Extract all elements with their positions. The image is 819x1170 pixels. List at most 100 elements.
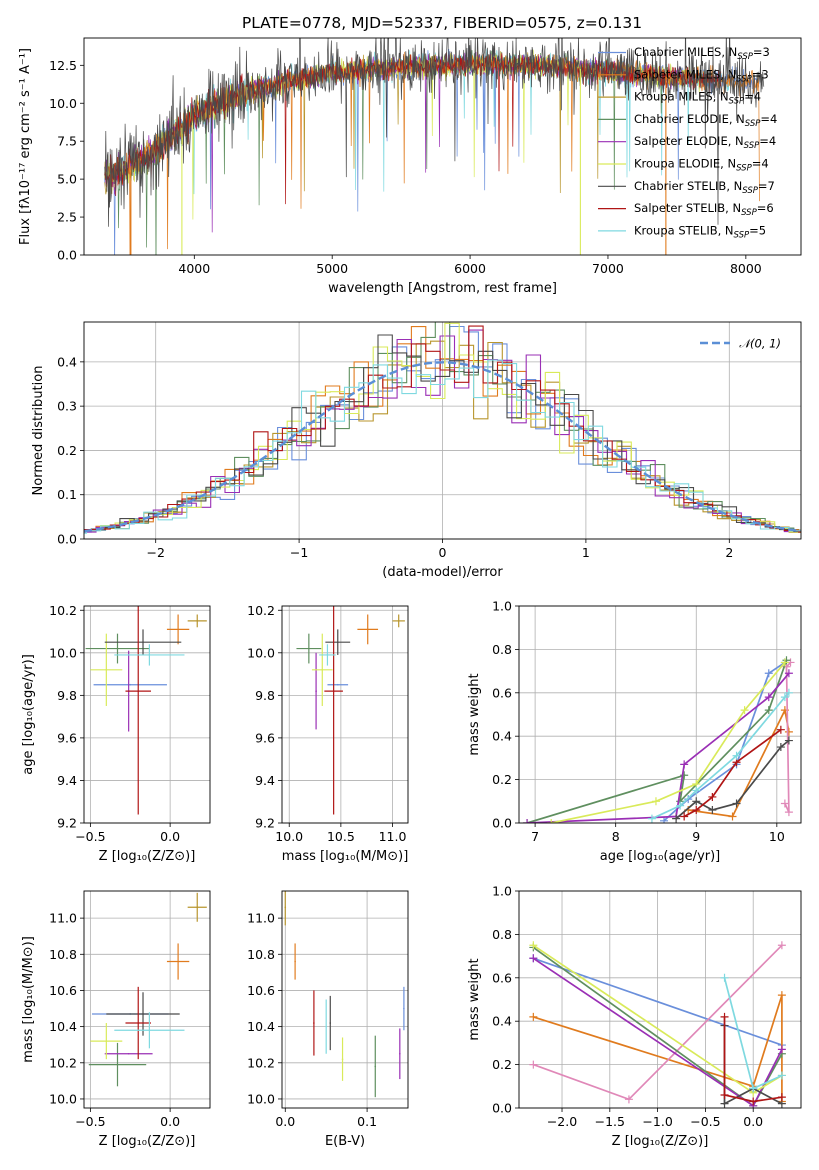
y-tick-label: 10.4	[49, 1019, 77, 1034]
y-tick-label: 0.4	[57, 354, 77, 369]
errorbar-point-1	[294, 960, 296, 963]
histogram-8	[84, 359, 801, 534]
weight-marker-5-0	[547, 819, 556, 823]
axes-frame	[281, 605, 409, 824]
axes-frame	[83, 890, 211, 1109]
errorbar-point-8	[326, 654, 329, 656]
weight-line-6	[675, 739, 790, 820]
x-tick-label: −1.0	[642, 1114, 672, 1129]
weight-line-2	[784, 661, 792, 813]
weight-marker-3-3	[764, 706, 773, 715]
weight-marker-4-0	[523, 819, 532, 823]
legend-entry-0: Chabrier MILES, NSSP=3	[634, 45, 770, 62]
weight-marker-8-0	[720, 973, 729, 982]
y-tick-label: 10.8	[247, 947, 275, 962]
weight-marker-4-2	[777, 1045, 786, 1054]
y-tick-label: 2.5	[57, 210, 77, 225]
weight-marker-7-0	[680, 812, 689, 821]
x-tick-label: 0	[439, 545, 447, 560]
errorbar-point-4	[399, 1052, 401, 1055]
age-vs-mass-panel: 10.0 10.5 11.0 9.2 9.4 9.6 9.8 10.0 10.2 mass [lo…	[247, 603, 409, 864]
y-tick-label: 10.2	[49, 603, 77, 618]
x-tick-label: 6000	[454, 261, 486, 276]
mass-weight-vs-Z-panel: −2.0 −1.5 −1.0 −0.5 0.0 0.0 0.2 0.4 0.6 0.8 1.0 Z […	[467, 884, 802, 1149]
y-tick-label: 9.4	[255, 773, 275, 788]
weight-marker-2-0	[529, 1060, 538, 1069]
y-tick-label: 10.2	[247, 1055, 275, 1070]
figure-title: PLATE=0778, MJD=52337, FIBERID=0575, z=0…	[242, 14, 642, 32]
plot-area	[284, 891, 405, 1098]
errorbar-point-8	[148, 654, 151, 656]
errorbar-point-4	[127, 1052, 130, 1055]
errorbar-point-1	[366, 628, 369, 631]
x-tick-label: 8000	[730, 261, 762, 276]
y-tick-label: 5.0	[57, 172, 77, 187]
weight-marker-8-0	[647, 814, 656, 823]
axes-frame	[518, 605, 802, 824]
errorbar-point-5	[105, 1040, 108, 1042]
y-axis-label: mass weight	[467, 673, 482, 755]
y-tick-label: 0.4	[492, 729, 512, 744]
weight-line-7	[723, 1016, 783, 1103]
y-tick-label: 0.2	[492, 1057, 512, 1072]
weight-marker-7-4	[776, 725, 785, 734]
x-tick-label: 0.0	[160, 829, 180, 844]
plot-area	[296, 606, 405, 815]
weight-marker-5-0	[529, 941, 538, 950]
weight-marker-2-1	[784, 808, 793, 817]
y-tick-label: 10.6	[247, 983, 275, 998]
errorbar-point-3	[116, 647, 119, 650]
weight-marker-4-4	[784, 669, 793, 678]
weight-marker-1-2	[777, 991, 786, 1000]
x-axis-label: Z [log₁₀(Z/Z⊙)]	[99, 849, 196, 864]
y-tick-label: 9.4	[57, 773, 77, 788]
spectrum-panel: 4000 5000 6000 7000 8000 0.0 2.5 5.0 7.5 10.0 12.5…	[18, 37, 802, 296]
y-tick-label: 0.3	[57, 399, 77, 414]
y-axis-label: Flux [fλ10⁻¹⁷ erg cm⁻² s⁻¹ A⁻¹]	[18, 48, 33, 245]
x-tick-label: 0.1	[357, 1114, 377, 1129]
spectrum-legend: Chabrier MILES, NSSP=3 Salpeter MILES, NS…	[598, 45, 777, 240]
axes-frame	[83, 605, 211, 824]
histogram-6	[84, 334, 801, 532]
mass-weight-vs-age-panel: 7 8 9 10 0.0 0.2 0.4 0.6 0.8 1.0 age [log₁₀(age/yr…	[467, 599, 802, 864]
y-tick-label: 11.0	[247, 911, 275, 926]
weight-marker-0-0	[660, 816, 669, 823]
legend-entry-7: Salpeter STELIB, NSSP=6	[634, 201, 774, 218]
weight-marker-7-3	[777, 1093, 786, 1102]
y-tick-label: 10.0	[247, 645, 275, 660]
legend-entry-1: Salpeter MILES, NSSP=3	[634, 67, 769, 84]
x-tick-label: 0.0	[275, 1114, 295, 1129]
x-tick-label: −2.0	[547, 1114, 577, 1129]
mass-vs-ebv-panel: 0.0 0.1 10.0 10.2 10.4 10.6 10.8 11.0 E(B-V)	[247, 890, 409, 1149]
plot-area	[529, 941, 786, 1108]
y-tick-label: 10.0	[49, 96, 77, 111]
y-tick-label: 1.0	[492, 884, 512, 899]
x-tick-label: −0.5	[690, 1114, 720, 1129]
errorbar-point-5	[105, 669, 108, 671]
errorbar-point-4	[315, 690, 317, 692]
y-tick-label: 10.0	[247, 1091, 275, 1106]
weight-marker-4-0	[529, 954, 538, 963]
y-tick-label: 0.6	[492, 685, 512, 700]
weight-marker-7-2	[749, 1097, 758, 1106]
y-tick-label: 0.8	[492, 642, 512, 657]
weight-marker-6-4	[776, 743, 785, 752]
x-tick-label: 11.0	[379, 829, 407, 844]
weight-marker-6-5	[784, 736, 793, 745]
y-tick-label: 0.0	[492, 1101, 512, 1116]
x-tick-label: 0.0	[743, 1114, 763, 1129]
y-tick-label: 9.2	[255, 816, 275, 831]
errorbar-point-1	[177, 960, 179, 963]
weight-marker-8-4	[780, 693, 789, 702]
x-tick-label: 5000	[316, 261, 348, 276]
errorbar-point-5	[321, 669, 324, 671]
weight-line-8	[651, 692, 790, 820]
y-tick-label: 0.0	[57, 532, 77, 547]
y-tick-label: 10.2	[247, 603, 275, 618]
errorbar-point-5	[341, 1058, 344, 1060]
x-tick-label: −1.5	[595, 1114, 625, 1129]
weight-marker-0-3	[764, 669, 773, 678]
weight-line-5	[551, 661, 786, 823]
weight-marker-8-2	[692, 786, 701, 795]
x-tick-label: 8	[612, 829, 620, 844]
